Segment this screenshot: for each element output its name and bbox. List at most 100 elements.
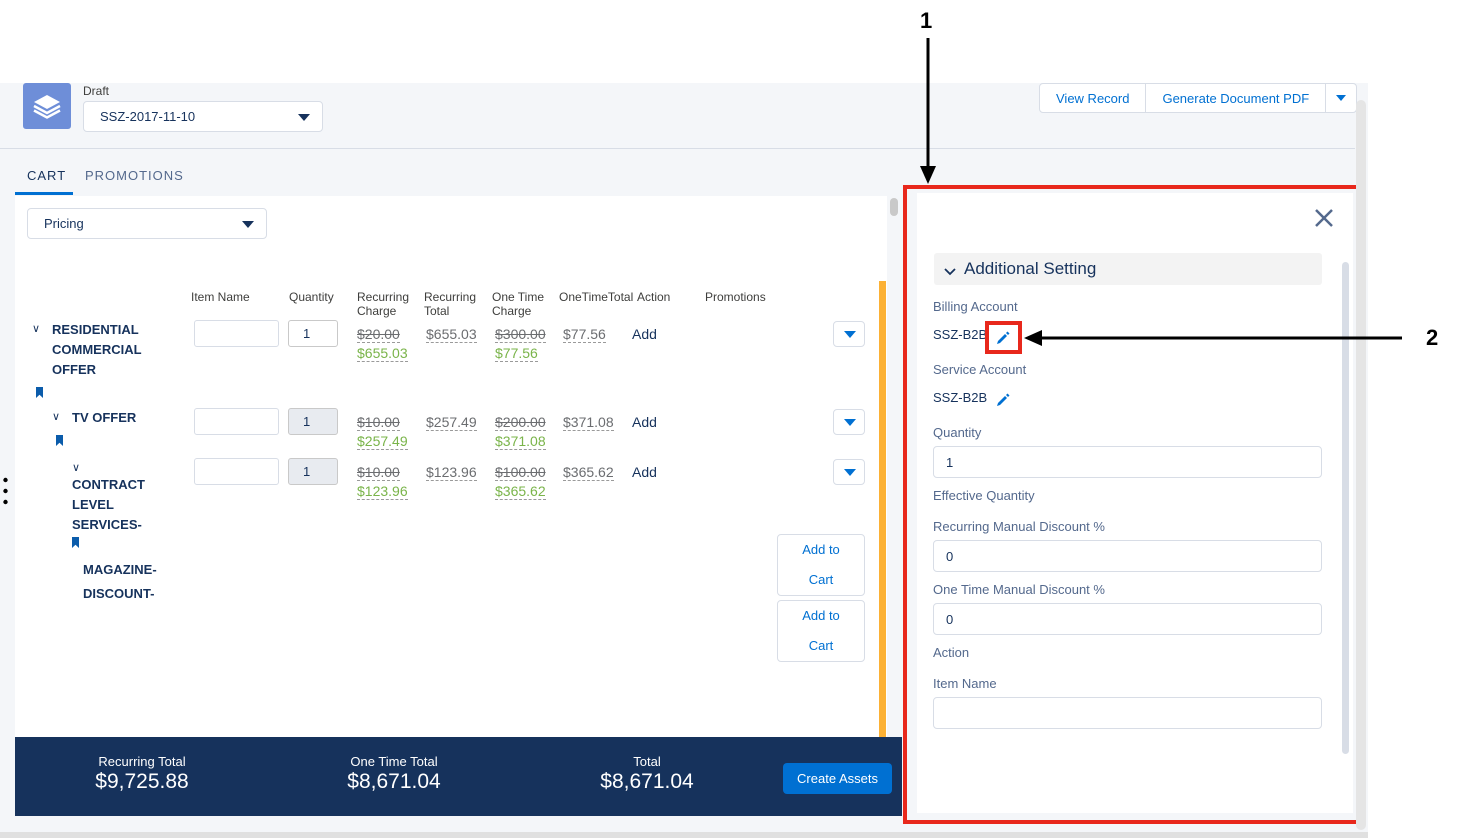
recurring-total: $257.49	[426, 414, 477, 431]
create-assets-button[interactable]: Create Assets	[783, 763, 892, 794]
add-to-cart-button[interactable]: Add to Cart	[777, 600, 865, 662]
section-header[interactable]	[934, 253, 1322, 285]
item-name-field[interactable]	[933, 697, 1322, 729]
quantity-input[interactable]: 1	[288, 320, 338, 347]
recurring-total-label: Recurring Total	[98, 754, 186, 769]
chevron-down-icon	[844, 419, 856, 426]
billing-account-value: SSZ-B2B	[933, 327, 988, 342]
one-time-discount-label: One Time Manual Discount %	[933, 582, 1105, 597]
recurring-discount-field[interactable]: 0	[933, 540, 1322, 572]
one-time-total: $371.08	[563, 414, 614, 431]
col-quantity: Quantity	[289, 290, 334, 304]
tab-cart[interactable]: CART	[27, 168, 67, 183]
cart-scrollbar-thumb[interactable]	[890, 198, 898, 216]
quantity-label: Quantity	[933, 425, 982, 440]
service-account-value: SSZ-B2B	[933, 390, 988, 405]
recurring-total: $655.03	[426, 326, 477, 343]
tab-promotions[interactable]: PROMOTIONS	[85, 168, 184, 183]
one-time-discount-field[interactable]: 0	[933, 603, 1322, 635]
col-recurring-total: Recurring Total	[424, 290, 477, 318]
recurring-charge-original: $20.00	[357, 326, 400, 343]
header-button-group: View Record Generate Document PDF	[1039, 83, 1358, 113]
more-actions-button[interactable]	[1326, 84, 1356, 112]
page-scrollbar[interactable]	[1356, 100, 1366, 830]
line-item-name[interactable]: CONTRACT LEVEL SERVICES-	[72, 477, 145, 532]
chevron-down-icon	[944, 264, 956, 279]
view-record-button[interactable]: View Record	[1040, 84, 1147, 112]
item-name-input[interactable]	[194, 458, 279, 485]
item-name-input[interactable]	[194, 320, 279, 347]
total-value: $8,671.04	[600, 770, 694, 793]
one-time-total-value: $8,671.04	[347, 770, 441, 793]
expand-chevron-icon[interactable]: ∨	[32, 323, 41, 335]
bookmark-icon	[36, 387, 43, 398]
expand-chevron-icon[interactable]: ∨	[72, 462, 81, 474]
row-actions-button[interactable]	[833, 321, 865, 347]
cart-panel	[15, 196, 887, 737]
one-time-charge-discounted: $77.56	[495, 345, 538, 362]
one-time-charge-original: $100.00	[495, 464, 546, 481]
item-name-input[interactable]	[194, 408, 279, 435]
section-title: Additional Setting	[964, 259, 1097, 278]
recurring-discount-label: Recurring Manual Discount %	[933, 519, 1105, 534]
close-icon[interactable]	[1314, 208, 1334, 228]
quantity-field[interactable]: 1	[933, 446, 1322, 478]
recurring-charge-original: $10.00	[357, 414, 400, 431]
recurring-charge-original: $10.00	[357, 464, 400, 481]
page-bottom-edge	[0, 832, 1368, 838]
pricing-filter-select[interactable]: Pricing	[27, 208, 267, 239]
line-item-name[interactable]: TV OFFER	[72, 410, 137, 425]
col-one-time-total: OneTimeTotal	[559, 290, 634, 304]
line-item-name[interactable]: RESIDENTIAL COMMERCIAL OFFER	[52, 322, 142, 377]
quantity-input: 1	[288, 408, 338, 435]
recurring-total-value: $9,725.88	[95, 770, 189, 793]
service-account-label: Service Account	[933, 362, 1027, 377]
col-promotions: Promotions	[705, 290, 766, 304]
callout-number-2: 2	[1426, 325, 1439, 350]
col-item-name: Item Name	[191, 290, 250, 304]
action-label: Action	[933, 645, 970, 660]
row-actions-button[interactable]	[833, 409, 865, 435]
arrow-down-icon	[918, 38, 938, 189]
add-to-cart-button[interactable]: Add to Cart	[777, 534, 865, 596]
action-value: Add	[632, 326, 657, 342]
one-time-charge-discounted: $365.62	[495, 483, 546, 500]
recurring-charge-discounted: $655.03	[357, 345, 408, 362]
expand-chevron-icon[interactable]: ∨	[52, 411, 61, 423]
arrow-left-icon	[1024, 328, 1404, 351]
recurring-total: $123.96	[426, 464, 477, 481]
row-actions-button[interactable]	[833, 459, 865, 485]
kebab-icon[interactable]	[3, 477, 8, 507]
bookmark-icon	[56, 435, 63, 446]
total-label: Total	[633, 754, 661, 769]
layers-icon	[23, 83, 71, 129]
col-recurring-charge: Recurring Charge	[357, 290, 410, 318]
highlight-box-edit	[985, 321, 1022, 354]
one-time-total: $77.56	[563, 326, 606, 343]
sub-item-name[interactable]: MAGAZINE- DISCOUNT-	[83, 562, 157, 601]
cart-scroll-indicator	[879, 281, 886, 737]
item-name-label: Item Name	[933, 676, 997, 691]
col-one-time-charge: One Time Charge	[492, 290, 545, 318]
recurring-charge-discounted: $123.96	[357, 483, 408, 500]
one-time-charge-original: $300.00	[495, 326, 546, 343]
active-tab-indicator	[15, 192, 73, 195]
generate-pdf-button[interactable]: Generate Document PDF	[1146, 84, 1327, 112]
quote-select-value: SSZ-2017-11-10	[100, 109, 196, 124]
chevron-down-icon	[1336, 95, 1347, 101]
quote-select[interactable]: SSZ-2017-11-10	[83, 101, 323, 132]
chevron-down-icon	[844, 331, 856, 338]
panel-scrollbar[interactable]	[1342, 262, 1349, 754]
quantity-input: 1	[288, 458, 338, 485]
pricing-filter-value: Pricing	[44, 216, 84, 231]
action-value: Add	[632, 464, 657, 480]
pencil-icon[interactable]	[996, 393, 1010, 410]
status-label: Draft	[83, 84, 110, 98]
col-action: Action	[637, 290, 671, 304]
one-time-total-label: One Time Total	[350, 754, 438, 769]
one-time-charge-discounted: $371.08	[495, 433, 546, 450]
chevron-down-icon	[844, 469, 856, 476]
callout-number-1: 1	[920, 8, 933, 33]
one-time-total: $365.62	[563, 464, 614, 481]
pencil-icon[interactable]	[996, 331, 1010, 348]
